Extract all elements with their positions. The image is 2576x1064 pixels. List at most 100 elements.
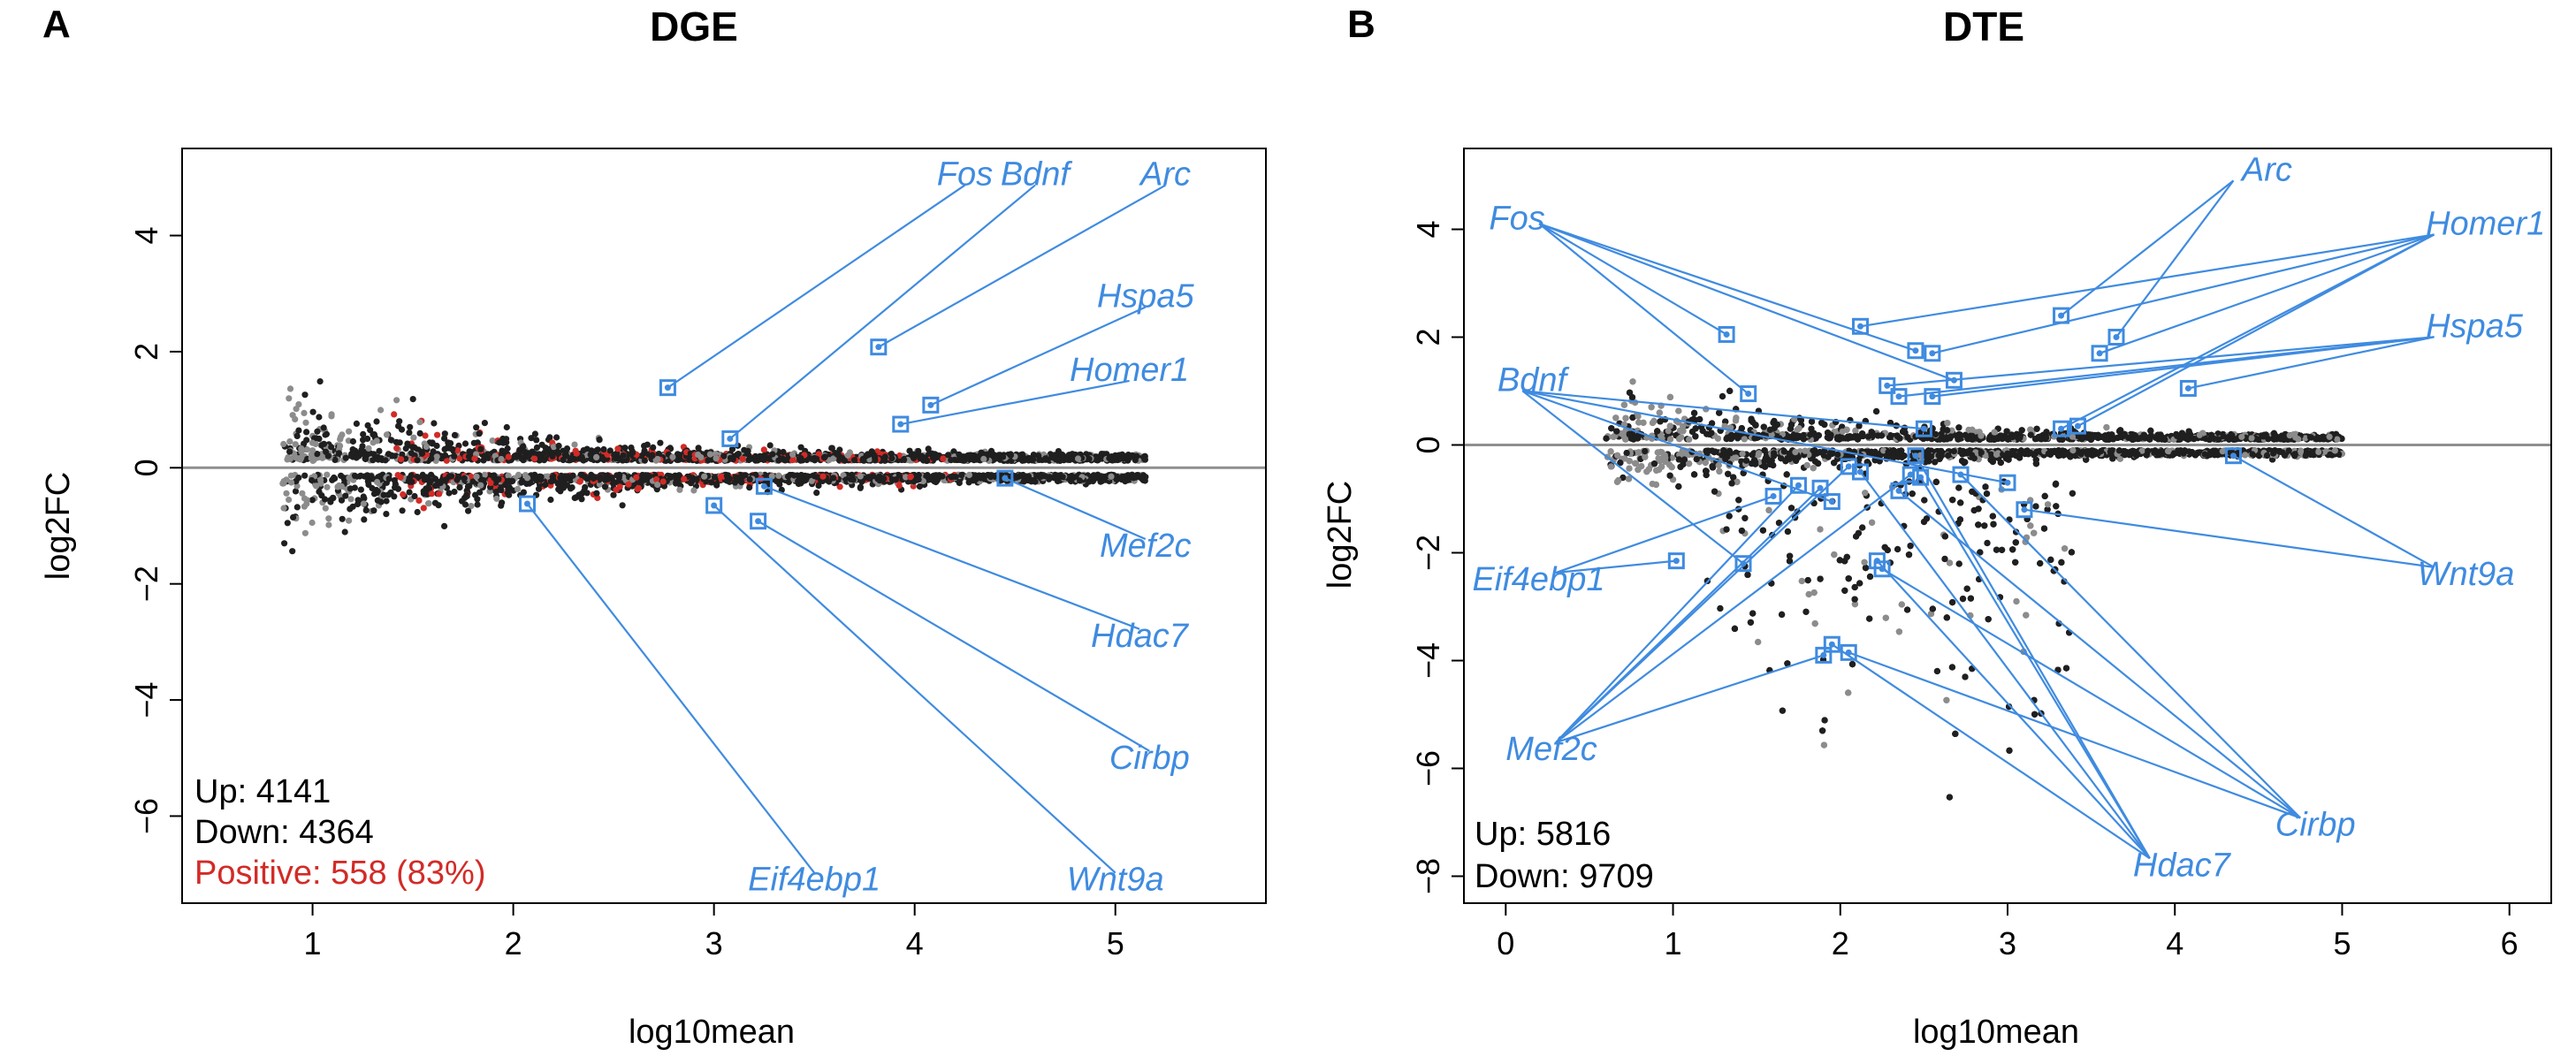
panel-a-points-layer	[279, 378, 1149, 555]
data-point	[1074, 455, 1082, 462]
data-point	[451, 452, 458, 460]
data-point	[327, 498, 334, 505]
x-tick-label: 2	[505, 925, 522, 961]
data-point	[644, 441, 651, 448]
data-point	[1125, 454, 1132, 461]
gene-point-hspa5	[927, 401, 934, 408]
data-point	[347, 496, 354, 503]
y-tick-label: 4	[128, 227, 164, 245]
data-point	[916, 483, 923, 490]
data-point	[348, 451, 355, 458]
data-point	[650, 444, 657, 451]
y-tick-label: 0	[128, 459, 164, 476]
data-point	[406, 489, 413, 496]
data-point	[549, 474, 556, 481]
data-point	[280, 505, 287, 512]
data-point	[1141, 456, 1148, 463]
data-point	[924, 457, 931, 465]
data-point	[303, 446, 311, 453]
panel-a-title: DGE	[650, 4, 738, 49]
data-point	[616, 455, 623, 462]
data-point	[987, 474, 995, 481]
data-point	[337, 434, 344, 441]
data-point	[766, 442, 774, 449]
data-point	[441, 430, 448, 437]
data-point	[309, 456, 316, 463]
data-point	[286, 455, 293, 463]
data-point	[461, 440, 469, 447]
data-point	[956, 456, 964, 463]
data-point	[395, 422, 402, 429]
data-point	[298, 445, 305, 452]
data-point	[859, 457, 866, 464]
data-point	[383, 511, 390, 518]
data-point	[553, 434, 560, 441]
data-point	[498, 487, 505, 494]
data-point	[353, 420, 360, 427]
data-point	[1091, 472, 1098, 480]
data-point	[451, 431, 459, 438]
data-point	[1108, 473, 1115, 480]
data-point	[437, 479, 444, 487]
data-point	[373, 437, 380, 445]
data-point	[309, 519, 316, 527]
data-point	[283, 476, 290, 483]
data-point	[717, 473, 725, 481]
data-point	[948, 457, 955, 464]
data-point	[498, 455, 505, 463]
data-point	[896, 472, 903, 479]
data-point	[394, 472, 401, 479]
data-point	[545, 446, 552, 453]
data-point	[441, 435, 448, 442]
y-tick-label: −6	[128, 798, 164, 834]
data-point	[320, 424, 327, 431]
data-point	[980, 455, 987, 463]
data-point	[357, 472, 364, 479]
data-point	[888, 455, 896, 462]
data-point	[1019, 453, 1027, 460]
data-point	[303, 429, 310, 436]
data-point	[573, 450, 580, 457]
data-point	[376, 447, 383, 454]
data-point	[385, 475, 392, 483]
data-point	[506, 477, 513, 484]
data-point	[309, 476, 316, 484]
data-point	[385, 491, 392, 498]
data-point	[317, 480, 324, 487]
data-point	[616, 483, 623, 490]
data-point	[363, 472, 371, 479]
leader-line-fos	[667, 184, 966, 389]
data-point	[727, 454, 735, 461]
data-point	[418, 450, 426, 457]
data-point	[688, 480, 695, 487]
data-point	[287, 472, 294, 479]
data-point	[1020, 478, 1027, 485]
data-point	[499, 499, 506, 506]
leader-line-arc	[878, 184, 1167, 348]
gene-point-hdac7	[760, 483, 767, 490]
gene-label-homer1: Homer1	[1070, 352, 1189, 389]
data-point	[406, 429, 413, 437]
data-point	[474, 501, 481, 508]
data-point	[760, 446, 767, 453]
gene-label-arc: Arc	[1139, 156, 1191, 194]
data-point	[443, 476, 450, 483]
data-point	[284, 520, 291, 527]
data-point	[523, 475, 531, 482]
gene-point-mef2c	[1002, 475, 1009, 482]
data-point	[393, 397, 400, 404]
data-point	[531, 455, 538, 462]
x-tick-label: 4	[906, 925, 924, 961]
data-point	[455, 473, 462, 480]
data-point	[520, 489, 528, 496]
data-point	[433, 442, 440, 450]
data-point	[1069, 475, 1076, 482]
data-point	[1132, 457, 1139, 464]
data-point	[428, 471, 435, 478]
data-point	[481, 420, 489, 427]
data-point	[347, 485, 354, 492]
data-point	[461, 501, 469, 508]
data-point	[915, 476, 922, 483]
data-point	[294, 455, 301, 462]
